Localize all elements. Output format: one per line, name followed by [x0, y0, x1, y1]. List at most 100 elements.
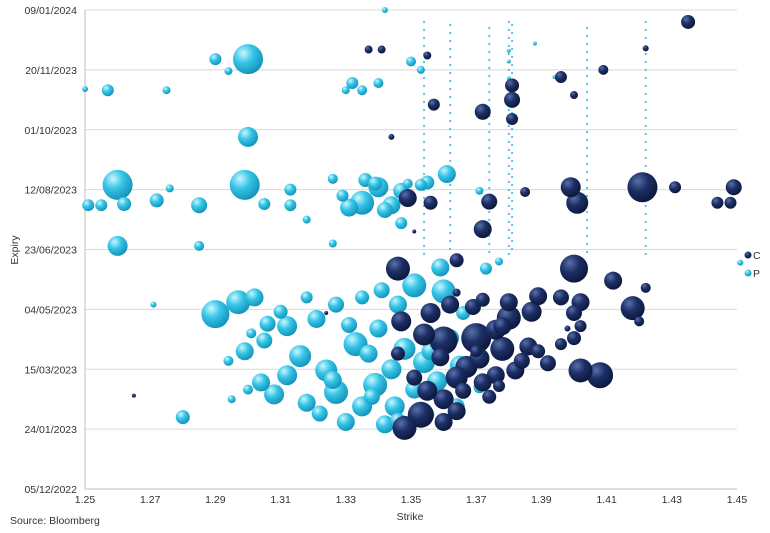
dot-column-point [422, 196, 426, 200]
dot-column-point [449, 159, 452, 163]
dot-column-point [488, 26, 491, 30]
dot-column-point [449, 215, 452, 219]
dot-column-point [510, 199, 514, 203]
x-tick-label: 1.25 [75, 494, 96, 506]
legend: C P [744, 250, 761, 280]
bubble-c [552, 289, 569, 306]
dot-column-point [585, 130, 589, 134]
dot-column-point [422, 108, 426, 112]
source-note: Source: Bloomberg [10, 515, 100, 527]
bubble-c [521, 301, 542, 322]
dot-column-point [449, 23, 452, 27]
dot-column-point [449, 247, 452, 251]
dot-column-point [507, 188, 510, 192]
dot-column-point [644, 36, 647, 40]
dot-column-point [585, 122, 589, 126]
bubble-p [327, 173, 338, 184]
dot-column-point [644, 236, 647, 240]
dot-column-point [585, 250, 589, 254]
bubble-c [490, 336, 515, 361]
bubble-p [302, 215, 311, 224]
bubble-p [381, 359, 402, 380]
bubble-p [235, 342, 254, 361]
dot-column-point [488, 130, 491, 134]
bubble-p [107, 235, 128, 256]
bubble-c [570, 91, 578, 100]
dot-column-point [644, 76, 647, 80]
dot-column-point [507, 164, 510, 168]
bubble-p [375, 415, 394, 434]
bubble-c [598, 64, 609, 75]
dot-column-point [510, 143, 514, 147]
dot-column-point [507, 52, 510, 56]
bubble-c [420, 302, 441, 323]
bubble-p [277, 316, 298, 337]
dot-column-point [510, 239, 514, 243]
dot-column-point [507, 236, 510, 240]
x-tick-label: 1.27 [140, 494, 161, 506]
bubble-c [627, 172, 658, 203]
bubble-p [175, 410, 190, 425]
dot-column-point [449, 111, 452, 115]
bubble-p [258, 197, 271, 210]
bubble-p [402, 273, 427, 298]
bubble-p [284, 183, 297, 196]
legend-marker-c [744, 251, 752, 259]
dot-column-point [585, 170, 589, 174]
bubble-p [95, 199, 108, 212]
x-tick-label: 1.39 [531, 494, 552, 506]
dot-column-point [585, 66, 589, 70]
dot-column-point [449, 127, 452, 131]
x-tick-label: 1.35 [401, 494, 422, 506]
x-tick-label: 1.31 [270, 494, 291, 506]
bubble-c [398, 189, 417, 208]
dot-column-point [449, 135, 452, 139]
bubble-p [369, 319, 388, 338]
dot-column-point [510, 183, 514, 187]
dot-column-point [510, 247, 514, 251]
y-tick-label: 12/08/2023 [24, 185, 77, 197]
dot-column-point [422, 132, 426, 136]
bubble-p [357, 85, 368, 96]
dot-column-point [488, 138, 491, 142]
bubble-p [264, 384, 285, 405]
bubble-p [311, 405, 328, 422]
bubble-p [162, 86, 171, 95]
bubble-c [506, 112, 519, 125]
y-tick-label: 05/12/2022 [24, 484, 77, 496]
dot-column-point [488, 122, 491, 126]
dot-column-point [644, 124, 647, 128]
dot-column-point [449, 103, 452, 107]
dot-column-point [449, 223, 452, 227]
dot-column-point [510, 135, 514, 139]
dot-column-point [507, 212, 510, 216]
dot-column-point [644, 164, 647, 168]
bubble-p [341, 86, 350, 95]
dot-column-point [585, 210, 589, 214]
bubble-p [307, 309, 326, 328]
y-tick-label: 15/03/2023 [24, 364, 77, 376]
bubble-p [323, 371, 342, 390]
dot-column-point [507, 44, 510, 48]
bubble-c [539, 355, 556, 372]
bubble-c [513, 352, 530, 369]
bubble-c [560, 177, 581, 198]
dot-column-point [644, 108, 647, 112]
x-tick-label: 1.33 [336, 494, 357, 506]
bubble-p [165, 184, 174, 193]
dot-column-point [644, 92, 647, 96]
dot-column-point [585, 146, 589, 150]
dot-column-point [488, 98, 491, 102]
dot-column-point [585, 138, 589, 142]
dot-column-point [644, 228, 647, 232]
bubble-c [620, 296, 645, 321]
dot-column-point [422, 156, 426, 160]
bubble-p [475, 186, 484, 195]
dot-column-point [422, 140, 426, 144]
bubble-p [381, 7, 388, 13]
dot-column-point [585, 154, 589, 158]
dot-column-point [644, 116, 647, 120]
dot-column-point [488, 154, 491, 158]
tick-labels: 09/01/2024 20/11/2023 01/10/2023 12/08/2023… [24, 5, 747, 506]
dot-column-point [510, 223, 514, 227]
